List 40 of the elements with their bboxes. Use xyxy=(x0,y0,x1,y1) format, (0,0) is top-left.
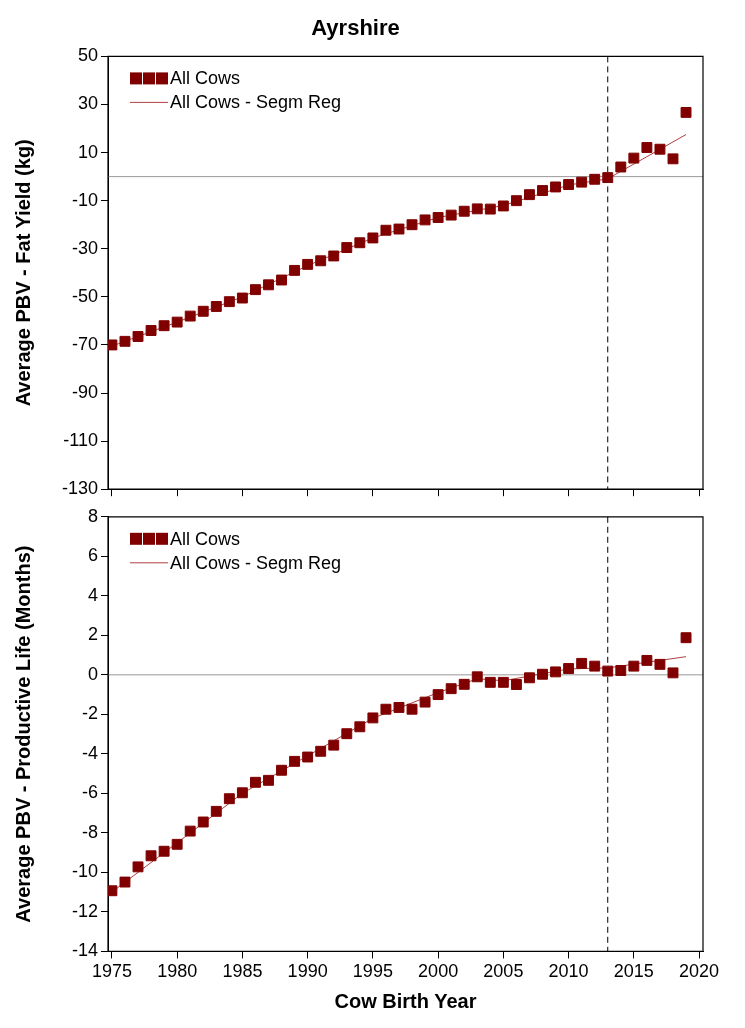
y-tick-label: -12 xyxy=(71,900,98,921)
y-tick-label: 8 xyxy=(87,505,98,526)
x-tick-label: 1990 xyxy=(287,961,328,982)
x-tick-label: 2005 xyxy=(483,961,524,982)
y-tick-label: -8 xyxy=(81,821,98,842)
y-tick-label: -6 xyxy=(81,782,98,803)
y-axis-title: Average PBV - Fat Yield (kg) xyxy=(11,139,34,407)
y-tick-label: -30 xyxy=(71,237,98,258)
y-tick-label: -90 xyxy=(71,381,98,402)
y-tick-label: 50 xyxy=(77,45,98,66)
chart-title: Ayrshire xyxy=(311,15,400,41)
y-tick-label: -70 xyxy=(71,333,98,354)
y-tick-label: -2 xyxy=(81,703,98,724)
x-tick-label: 2010 xyxy=(548,961,589,982)
y-axis-title: Average PBV - Productive Life (Months) xyxy=(11,545,34,923)
legend-label: All Cows - Segm Reg xyxy=(170,552,342,573)
x-tick-label: 2000 xyxy=(418,961,459,982)
y-tick-label: -14 xyxy=(71,940,98,961)
y-tick-label: 30 xyxy=(77,93,98,114)
y-tick-label: -10 xyxy=(71,861,98,882)
legend-label: All Cows xyxy=(170,528,241,549)
y-tick-label: -110 xyxy=(63,430,98,451)
x-axis-title: Cow Birth Year xyxy=(334,989,477,1012)
x-tick-label: 1995 xyxy=(352,961,393,982)
y-tick-label: -50 xyxy=(71,285,98,306)
x-tick-label: 1975 xyxy=(91,961,132,982)
x-tick-label: 2015 xyxy=(613,961,654,982)
x-tick-label: 1985 xyxy=(222,961,263,982)
legend-label: All Cows - Segm Reg xyxy=(170,92,342,113)
y-tick-label: -4 xyxy=(81,742,98,763)
y-tick-label: 2 xyxy=(87,624,98,645)
y-tick-label: 6 xyxy=(87,545,98,566)
y-tick-label: 4 xyxy=(87,584,98,605)
y-tick-label: -130 xyxy=(61,478,98,499)
x-tick-label: 1980 xyxy=(157,961,198,982)
y-tick-label: -10 xyxy=(71,189,98,210)
y-tick-label: 10 xyxy=(77,141,98,162)
x-tick-label: 2020 xyxy=(679,961,720,982)
legend-label: All Cows xyxy=(170,68,241,89)
y-tick-label: 0 xyxy=(87,663,98,684)
